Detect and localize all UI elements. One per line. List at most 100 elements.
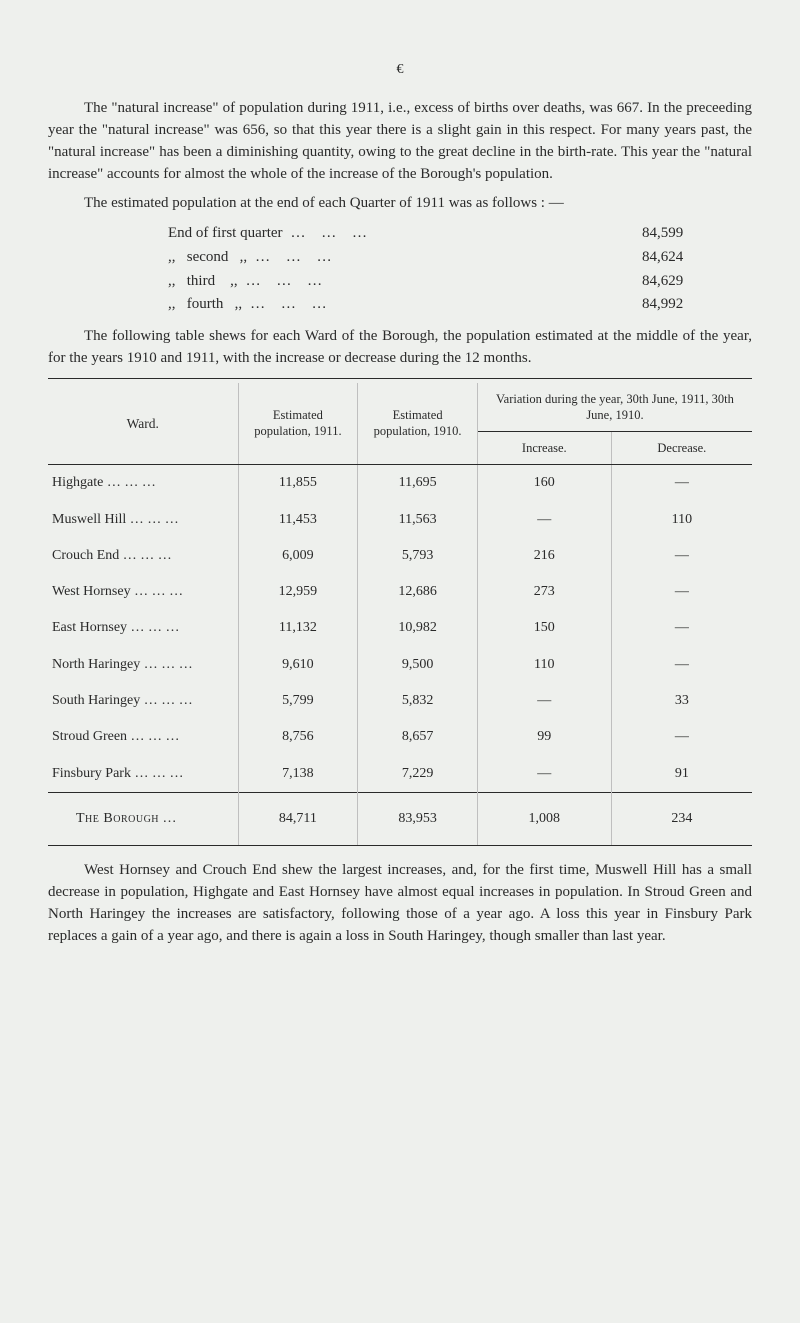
ward-name: East Hornsey — [52, 620, 127, 635]
trail-dots: … … … — [130, 512, 179, 527]
quarter-list: End of first quarter … … … 84,599 ,, sec… — [48, 223, 752, 316]
cell-decrease: — — [611, 538, 752, 574]
cell-decrease: — — [611, 719, 752, 755]
cell-increase: 273 — [477, 574, 611, 610]
cell-increase: 110 — [477, 647, 611, 683]
trail-dots: … … … — [131, 729, 180, 744]
quarter-value: 84,629 — [622, 271, 752, 293]
cell-increase: 99 — [477, 719, 611, 755]
cell-decrease: — — [611, 465, 752, 502]
cell-increase: 216 — [477, 538, 611, 574]
cell-p1910: 12,686 — [358, 574, 478, 610]
cell-increase: 160 — [477, 465, 611, 502]
paragraph-3: The following table shews for each Ward … — [48, 326, 752, 370]
quarter-label: End of first quarter — [48, 223, 283, 245]
table-top-rule — [48, 378, 752, 379]
total-p1911: 84,711 — [238, 792, 358, 845]
quarter-ellipsis: … … … — [242, 294, 622, 316]
cell-p1911: 11,453 — [238, 502, 358, 538]
cell-p1910: 9,500 — [358, 647, 478, 683]
table-body: Highgate … … … 11,855 11,695 160 — Muswe… — [48, 465, 752, 793]
total-increase: 1,008 — [477, 792, 611, 845]
table-row: South Haringey … … … 5,799 5,832 — 33 — [48, 683, 752, 719]
trail-dots: … — [163, 811, 177, 826]
cell-p1911: 5,799 — [238, 683, 358, 719]
cell-p1910: 7,229 — [358, 756, 478, 793]
paragraph-1: The "natural increase" of population dur… — [48, 98, 752, 185]
table-header-variation: Variation during the year, 30th June, 19… — [477, 383, 752, 432]
quarter-row: End of first quarter … … … 84,599 — [48, 223, 752, 245]
table-header-ward: Ward. — [48, 383, 238, 465]
ward-name: Muswell Hill — [52, 512, 126, 527]
cell-p1910: 10,982 — [358, 610, 478, 646]
cell-decrease: 91 — [611, 756, 752, 793]
quarter-ellipsis: … … … — [247, 247, 622, 269]
paragraph-4: West Hornsey and Crouch End shew the lar… — [48, 860, 752, 947]
ward-name: North Haringey — [52, 657, 140, 672]
cell-increase: — — [477, 756, 611, 793]
paragraph-2: The estimated population at the end of e… — [48, 193, 752, 215]
cell-decrease: — — [611, 647, 752, 683]
quarter-value: 84,992 — [622, 294, 752, 316]
paragraph-2-text: The estimated population at the end of e… — [84, 195, 564, 211]
cell-p1910: 8,657 — [358, 719, 478, 755]
total-label-prefix: The — [76, 811, 103, 826]
table-total-row: The Borough … 84,711 83,953 1,008 234 — [48, 792, 752, 845]
total-decrease: 234 — [611, 792, 752, 845]
table-header-est-1911: Estimated population, 1911. — [238, 383, 358, 465]
trail-dots: … … … — [144, 693, 193, 708]
table-row: Muswell Hill … … … 11,453 11,563 — 110 — [48, 502, 752, 538]
quarter-label: ,, second ,, — [48, 247, 247, 269]
table-row: Highgate … … … 11,855 11,695 160 — — [48, 465, 752, 502]
cell-increase: 150 — [477, 610, 611, 646]
cell-decrease: — — [611, 610, 752, 646]
trail-dots: … … … — [131, 620, 180, 635]
cell-decrease: 33 — [611, 683, 752, 719]
table-header-est-1910: Estimated population, 1910. — [358, 383, 478, 465]
quarter-label: ,, fourth ,, — [48, 294, 242, 316]
ward-name: West Hornsey — [52, 584, 131, 599]
table-row: Finsbury Park … … … 7,138 7,229 — 91 — [48, 756, 752, 793]
ward-population-table: Ward. Estimated population, 1911. Estima… — [48, 383, 752, 847]
cell-p1910: 5,793 — [358, 538, 478, 574]
table-row: West Hornsey … … … 12,959 12,686 273 — — [48, 574, 752, 610]
trail-dots: … … … — [107, 475, 156, 490]
cell-increase: — — [477, 502, 611, 538]
total-p1910: 83,953 — [358, 792, 478, 845]
cell-decrease: — — [611, 574, 752, 610]
quarter-row: ,, fourth ,, … … … 84,992 — [48, 294, 752, 316]
quarter-value: 84,599 — [622, 223, 752, 245]
ward-name: Finsbury Park — [52, 766, 131, 781]
quarter-label: ,, third ,, — [48, 271, 238, 293]
trail-dots: … … … — [134, 584, 183, 599]
cell-p1911: 12,959 — [238, 574, 358, 610]
total-label-cell: The Borough … — [48, 792, 238, 845]
table-header-increase: Increase. — [477, 432, 611, 465]
cell-p1910: 11,563 — [358, 502, 478, 538]
cell-p1911: 11,132 — [238, 610, 358, 646]
ward-name: Crouch End — [52, 548, 119, 563]
table-row: East Hornsey … … … 11,132 10,982 150 — — [48, 610, 752, 646]
paragraph-3-text: The following table shews for each Ward … — [48, 328, 752, 366]
cell-decrease: 110 — [611, 502, 752, 538]
table-header-decrease: Decrease. — [611, 432, 752, 465]
table-row: Crouch End … … … 6,009 5,793 216 — — [48, 538, 752, 574]
cell-p1911: 8,756 — [238, 719, 358, 755]
page-marker: € — [48, 60, 752, 80]
quarter-value: 84,624 — [622, 247, 752, 269]
table-row: Stroud Green … … … 8,756 8,657 99 — — [48, 719, 752, 755]
quarter-row: ,, second ,, … … … 84,624 — [48, 247, 752, 269]
total-label-main: Borough — [103, 811, 159, 826]
cell-p1911: 7,138 — [238, 756, 358, 793]
cell-p1910: 5,832 — [358, 683, 478, 719]
ward-name: Stroud Green — [52, 729, 127, 744]
trail-dots: … … … — [123, 548, 172, 563]
cell-p1911: 9,610 — [238, 647, 358, 683]
ward-name: Highgate — [52, 475, 103, 490]
cell-increase: — — [477, 683, 611, 719]
quarter-ellipsis: … … … — [238, 271, 622, 293]
trail-dots: … … … — [134, 766, 183, 781]
cell-p1911: 11,855 — [238, 465, 358, 502]
quarter-ellipsis: … … … — [283, 223, 622, 245]
cell-p1911: 6,009 — [238, 538, 358, 574]
